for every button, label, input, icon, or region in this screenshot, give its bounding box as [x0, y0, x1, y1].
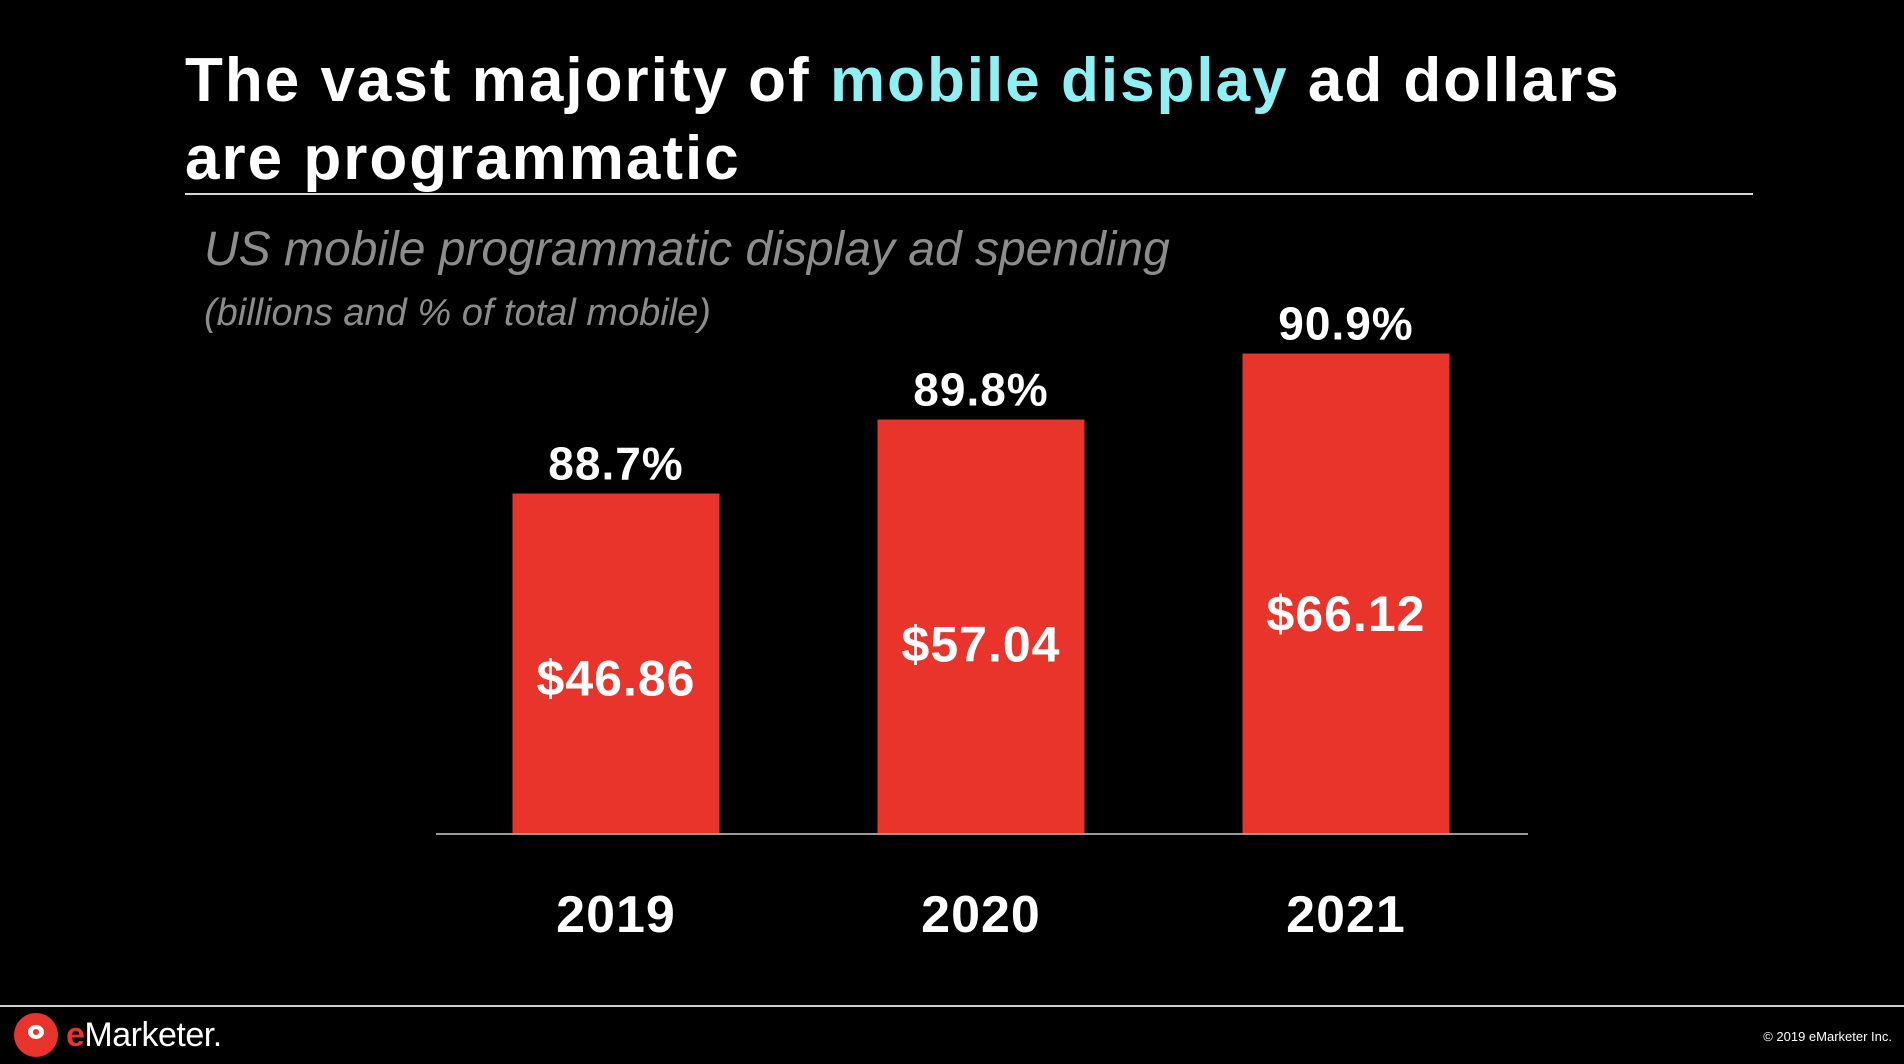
footer-divider: [0, 1005, 1904, 1007]
bar-2020: [877, 419, 1085, 834]
x-tick-label-2021: 2021: [1286, 886, 1406, 944]
x-tick-label-2019: 2019: [556, 886, 676, 944]
share-label-2020: 89.8%: [913, 364, 1048, 416]
bar-2021: [1242, 353, 1450, 834]
value-label-2021: $66.12: [1267, 586, 1426, 642]
logo-text-rest: Marketer: [84, 1015, 213, 1054]
share-label-2019: 88.7%: [548, 438, 683, 490]
title-line-2: are programmatic: [185, 124, 741, 193]
title-highlight: mobile display: [829, 46, 1289, 115]
chart-unit-note: (billions and % of total mobile): [204, 292, 711, 334]
bar-2019: [512, 493, 720, 834]
x-tick-label-2020: 2020: [921, 886, 1041, 944]
title-part-2: ad dollars: [1288, 46, 1621, 115]
title-part-1: The vast majority of: [185, 46, 830, 115]
bar-chart: $46.86 88.7% 2019 $57.04 89.8% 2020 $66.12 90.9…: [436, 298, 1528, 944]
logo-text-mark: .: [212, 1015, 222, 1054]
value-label-2019: $46.86: [537, 650, 696, 706]
chart-subtitle: US mobile programmatic display ad spendi…: [204, 223, 1170, 276]
logo-text-e: e: [66, 1015, 85, 1054]
emarketer-eye-icon: [14, 1013, 58, 1057]
copyright-notice: © 2019 eMarketer Inc.: [1763, 1029, 1892, 1044]
title-divider: [185, 193, 1753, 195]
value-label-2020: $57.04: [902, 616, 1061, 672]
share-label-2021: 90.9%: [1278, 298, 1413, 350]
slide-title: The vast majority of mobile display ad d…: [185, 42, 1785, 198]
emarketer-logo: eMarketer.: [14, 1012, 222, 1058]
logo-text: eMarketer.: [66, 1016, 222, 1055]
